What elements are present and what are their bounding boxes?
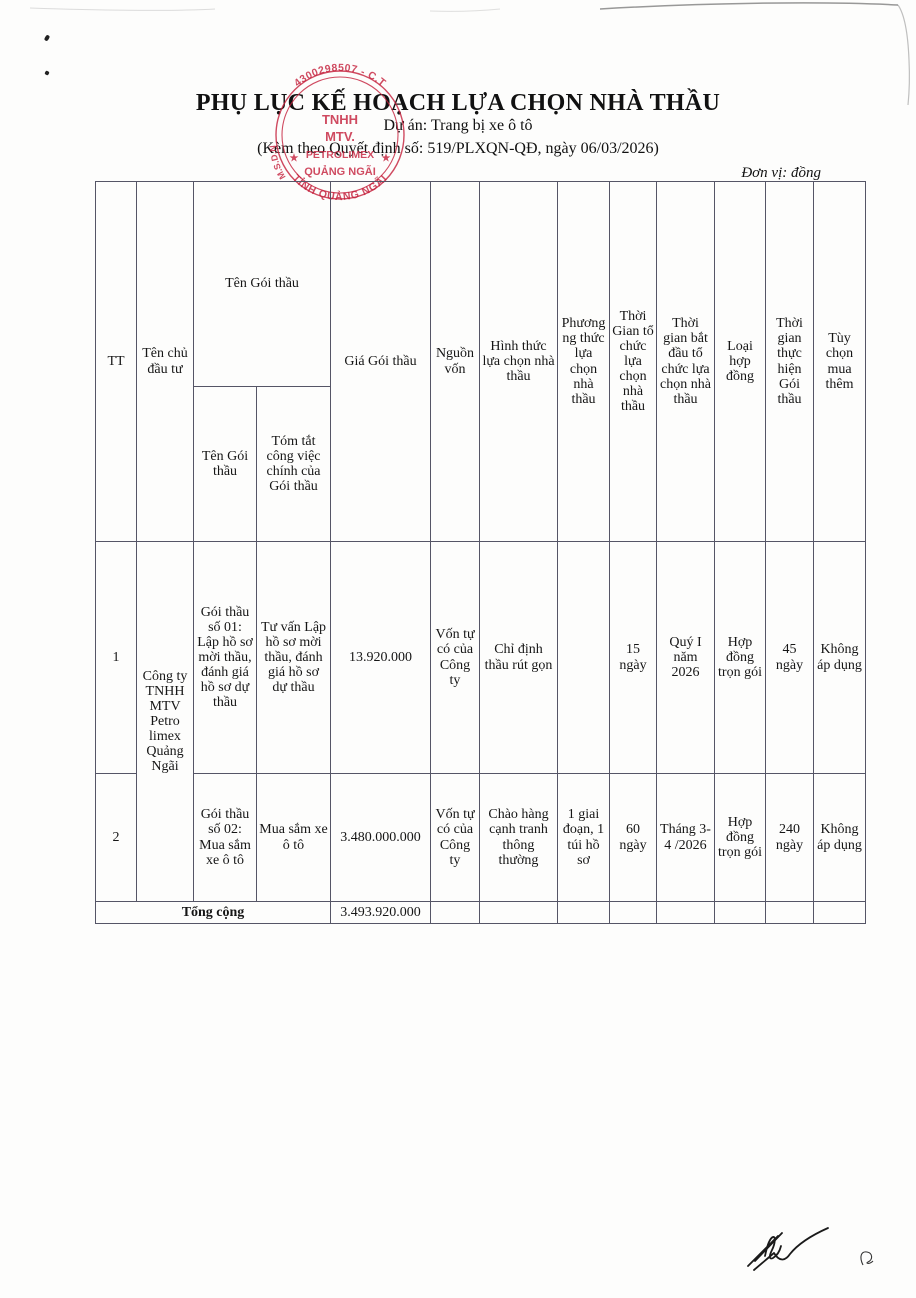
svg-text:★: ★ (290, 153, 299, 164)
svg-text:MTV.: MTV. (325, 129, 355, 144)
svg-text:4300298507 - C.T: 4300298507 - C.T (292, 62, 388, 89)
svg-text:QUẢNG NGÃI: QUẢNG NGÃI (304, 165, 376, 178)
svg-text:★: ★ (382, 153, 391, 164)
svg-text:TNHH: TNHH (322, 112, 358, 127)
svg-text:PETROLIMEX: PETROLIMEX (306, 149, 374, 161)
